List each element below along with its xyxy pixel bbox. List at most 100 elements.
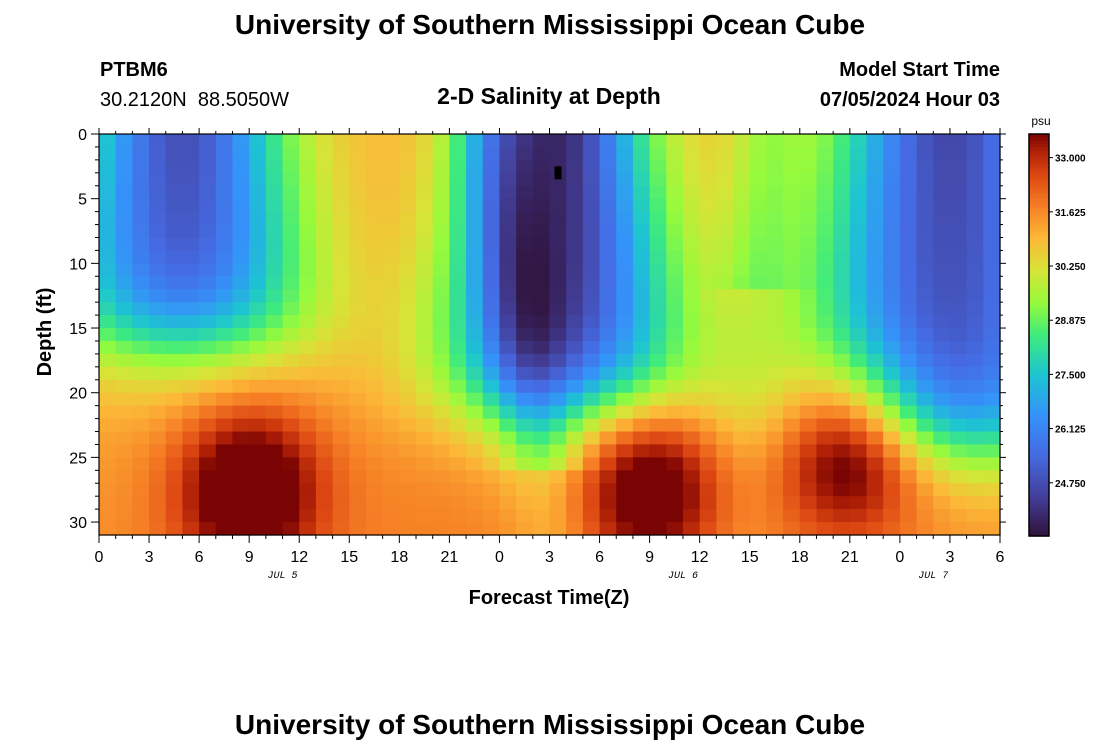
heatmap-cell [616,353,634,368]
heatmap-cell [516,470,534,484]
heatmap-cell [199,224,217,239]
heatmap-cell [766,146,784,161]
heatmap-cell [182,496,200,510]
heatmap-cell [833,444,851,458]
heatmap-cell [115,250,133,264]
heatmap-cell [416,315,434,329]
colorbar-segment [1029,328,1049,333]
heatmap-cell [466,392,484,407]
heatmap-cell [499,237,517,252]
heatmap-cell [766,496,784,510]
heatmap-cell [799,315,818,329]
heatmap-cell [883,263,901,277]
heatmap-cell [766,276,784,290]
heatmap-cell [666,509,684,523]
heatmap-cell [365,431,384,446]
heatmap-cell [833,146,851,161]
heatmap-cell [332,289,350,303]
heatmap-cell [749,302,768,316]
heatmap-cell [299,211,317,226]
heatmap-cell [432,470,450,484]
heatmap-cell [549,172,567,187]
heatmap-cell [816,379,834,394]
heatmap-cell [466,315,484,329]
heatmap-cell [682,198,701,213]
heatmap-cell [466,366,484,381]
heatmap-cell [516,146,534,161]
heatmap-cell [949,146,968,161]
heatmap-cell [199,418,217,433]
heatmap-cell [449,483,467,497]
heatmap-cell [666,198,684,213]
heatmap-cell [666,470,684,484]
heatmap-cell [532,146,551,161]
heatmap-cell [682,470,701,484]
heatmap-cell [799,522,818,536]
heatmap-cell [265,340,284,355]
heatmap-cell [966,431,984,446]
heatmap-cell [632,198,651,213]
colorbar-segment [1029,170,1049,175]
heatmap-cell [182,457,200,471]
y-tick-label: 25 [69,450,87,467]
heatmap-cell [416,496,434,510]
heatmap-cell [599,405,617,420]
heatmap-cell [249,146,267,161]
colorbar-segment [1029,241,1049,246]
heatmap-cell [265,315,284,329]
heatmap-cell [516,522,534,536]
heatmap-cell [783,405,801,420]
heatmap-cell [883,366,901,381]
heatmap-cell [282,431,300,446]
heatmap-cell [649,198,667,213]
heatmap-cell [816,328,834,342]
heatmap-cell [182,418,200,433]
heatmap-cell [215,302,234,316]
heatmap-cell [766,289,784,303]
heatmap-cell [783,457,801,471]
heatmap-cell [699,509,717,523]
heatmap-cell [649,185,667,200]
heatmap-cell [165,379,184,394]
heatmap-cell [265,483,284,497]
heatmap-cell [733,198,751,213]
heatmap-cell [582,418,601,433]
heatmap-cell [749,172,768,187]
heatmap-cell [282,328,300,342]
heatmap-cell [766,418,784,433]
heatmap-cell [449,340,467,355]
heatmap-cell [766,366,784,381]
heatmap-cell [516,457,534,471]
heatmap-cell [466,328,484,342]
heatmap-cell [983,211,1001,226]
heatmap-cell [733,263,751,277]
heatmap-cell [549,185,567,200]
heatmap-cell [449,263,467,277]
heatmap-cell [883,496,901,510]
heatmap-cell [115,457,133,471]
heatmap-cell [582,146,601,161]
heatmap-cell [766,198,784,213]
heatmap-cell [315,444,334,458]
heatmap-cell [649,289,667,303]
colorbar-segment [1029,160,1049,165]
heatmap-cell [949,483,968,497]
heatmap-cell [532,328,551,342]
heatmap-cell [365,483,384,497]
heatmap-cell [783,328,801,342]
colorbar-segment [1029,462,1049,467]
heatmap-cell [249,470,267,484]
heatmap-cell [532,418,551,433]
heatmap-cells [99,134,1001,536]
heatmap-cell [149,134,167,148]
heatmap-cell [282,134,300,148]
heatmap-cell [265,366,284,381]
heatmap-cell [783,211,801,226]
heatmap-cell [899,496,918,510]
date-label: JUL 5 [268,571,298,582]
heatmap-cell [382,328,400,342]
heatmap-cell [132,418,150,433]
heatmap-cell [816,198,834,213]
heatmap-cell [132,340,150,355]
heatmap-cell [599,276,617,290]
